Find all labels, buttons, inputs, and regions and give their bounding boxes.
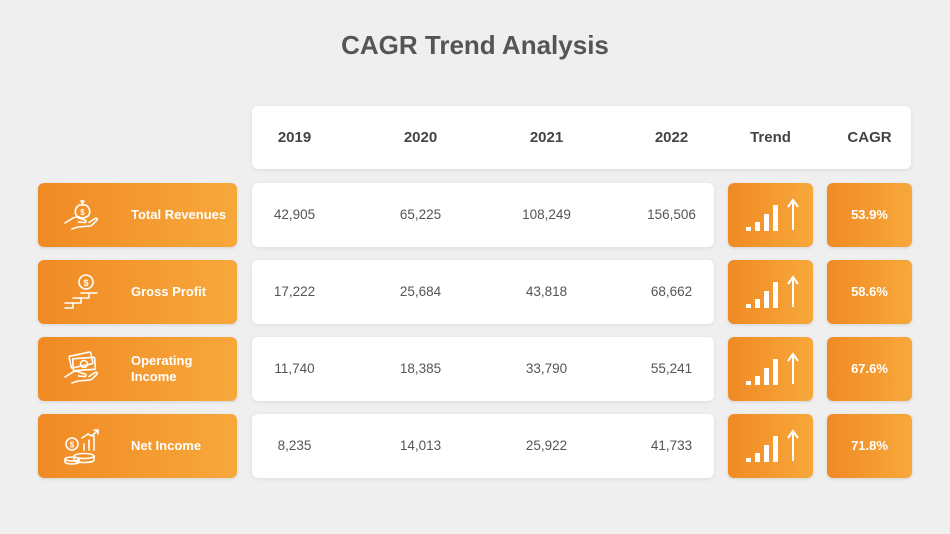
table-row: $ Net Income 8,235 14,013 25,922 41,733 …	[0, 414, 950, 478]
table-row: Operating Income 11,740 18,385 33,790 55…	[0, 337, 950, 401]
header-year-2022: 2022	[654, 129, 689, 146]
header-year-2019: 2019	[277, 129, 312, 146]
value-2019: 42,905	[273, 207, 316, 222]
coins-chart-icon: $	[64, 429, 99, 465]
svg-text:$: $	[80, 208, 85, 217]
row-label-card: $ Total Revenues	[38, 183, 237, 247]
svg-text:$: $	[83, 278, 88, 288]
row-values-card: 11,740 18,385 33,790 55,241	[252, 337, 714, 401]
value-2021: 43,818	[525, 284, 568, 299]
value-2019: 17,222	[273, 284, 316, 299]
cagr-value: 71.8%	[827, 414, 912, 478]
value-2022: 55,241	[650, 361, 693, 376]
value-2019: 8,235	[277, 438, 312, 453]
coin-stairs-icon: $	[64, 274, 98, 309]
row-label-card: Operating Income	[38, 337, 237, 401]
header-year-2020: 2020	[403, 129, 438, 146]
table-row: $ Gross Profit 17,222 25,684 43,818 68,6…	[0, 260, 950, 324]
cagr-value: 67.6%	[827, 337, 912, 401]
row-values-card: 17,222 25,684 43,818 68,662	[252, 260, 714, 324]
growth-bars-arrow-up-icon	[746, 275, 799, 308]
row-label-card: $ Net Income	[38, 414, 237, 478]
cagr-value: 53.9%	[827, 183, 912, 247]
row-label: Net Income	[131, 438, 202, 453]
value-2021: 33,790	[525, 361, 568, 376]
value-2020: 25,684	[399, 284, 442, 299]
cash-hand-icon	[64, 351, 99, 384]
row-values-card: 8,235 14,013 25,922 41,733	[252, 414, 714, 478]
money-bag-hand-icon: $	[64, 200, 99, 230]
header-year-2021: 2021	[529, 129, 564, 146]
svg-text:$: $	[70, 441, 75, 450]
header-trend: Trend	[750, 129, 791, 146]
trend-card	[728, 183, 813, 247]
value-2021: 25,922	[525, 438, 568, 453]
row-label-card: $ Gross Profit	[38, 260, 237, 324]
value-2020: 14,013	[399, 438, 442, 453]
value-2022: 68,662	[650, 284, 693, 299]
row-values-card: 42,905 65,225 108,249 156,506	[252, 183, 714, 247]
row-label: Total Revenues	[131, 207, 227, 222]
table-row: $ Total Revenues 42,905 65,225 108,249 1…	[0, 183, 950, 247]
value-2022: 156,506	[647, 207, 696, 222]
row-label: Operating Income	[131, 353, 193, 384]
cagr-value: 58.6%	[827, 260, 912, 324]
value-2020: 18,385	[399, 361, 442, 376]
table-header: 2019 2020 2021 2022 Trend CAGR	[252, 106, 911, 169]
row-label: Gross Profit	[131, 284, 207, 299]
value-2020: 65,225	[399, 207, 442, 222]
value-2019: 11,740	[274, 361, 315, 376]
page-title: CAGR Trend Analysis	[341, 30, 609, 60]
value-2021: 108,249	[522, 207, 571, 222]
growth-bars-arrow-up-icon	[746, 429, 799, 462]
header-cagr: CAGR	[847, 129, 892, 146]
growth-bars-arrow-up-icon	[746, 352, 799, 385]
trend-card	[728, 337, 813, 401]
trend-card	[728, 260, 813, 324]
growth-bars-arrow-up-icon	[746, 198, 799, 231]
value-2022: 41,733	[650, 438, 693, 453]
trend-card	[728, 414, 813, 478]
